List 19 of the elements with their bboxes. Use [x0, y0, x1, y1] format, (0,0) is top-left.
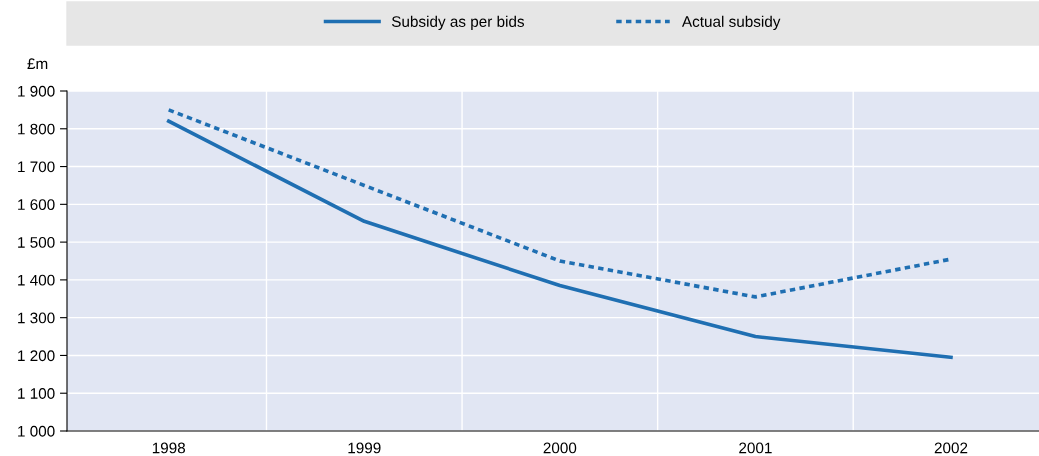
y-tick-label: 1 900: [18, 85, 55, 97]
y-tick-label: 1 400: [18, 274, 55, 286]
x-tick-label: 2002: [934, 442, 968, 454]
x-tick-label: 2001: [739, 442, 772, 454]
line-series: [166, 119, 953, 360]
y-tick-label: 1 800: [18, 123, 55, 135]
legend-label: Actual subsidy: [681, 15, 781, 30]
x-tick-label: 1999: [348, 442, 381, 454]
y-axis-title: £m: [27, 58, 48, 69]
y-tick-label: 1 500: [18, 236, 55, 248]
legend-label: Subsidy as per bids: [391, 15, 525, 30]
y-tick-label: 1 000: [18, 425, 55, 437]
y-tick-label: 1 600: [18, 199, 55, 211]
y-tick-label: 1 100: [18, 388, 55, 399]
x-tick-label: 2000: [543, 442, 577, 454]
y-tick-label: 1 300: [18, 312, 55, 324]
y-tick-label: 1 200: [18, 350, 55, 362]
x-tick-label: 1998: [152, 442, 186, 454]
y-tick-label: 1 700: [18, 161, 55, 173]
